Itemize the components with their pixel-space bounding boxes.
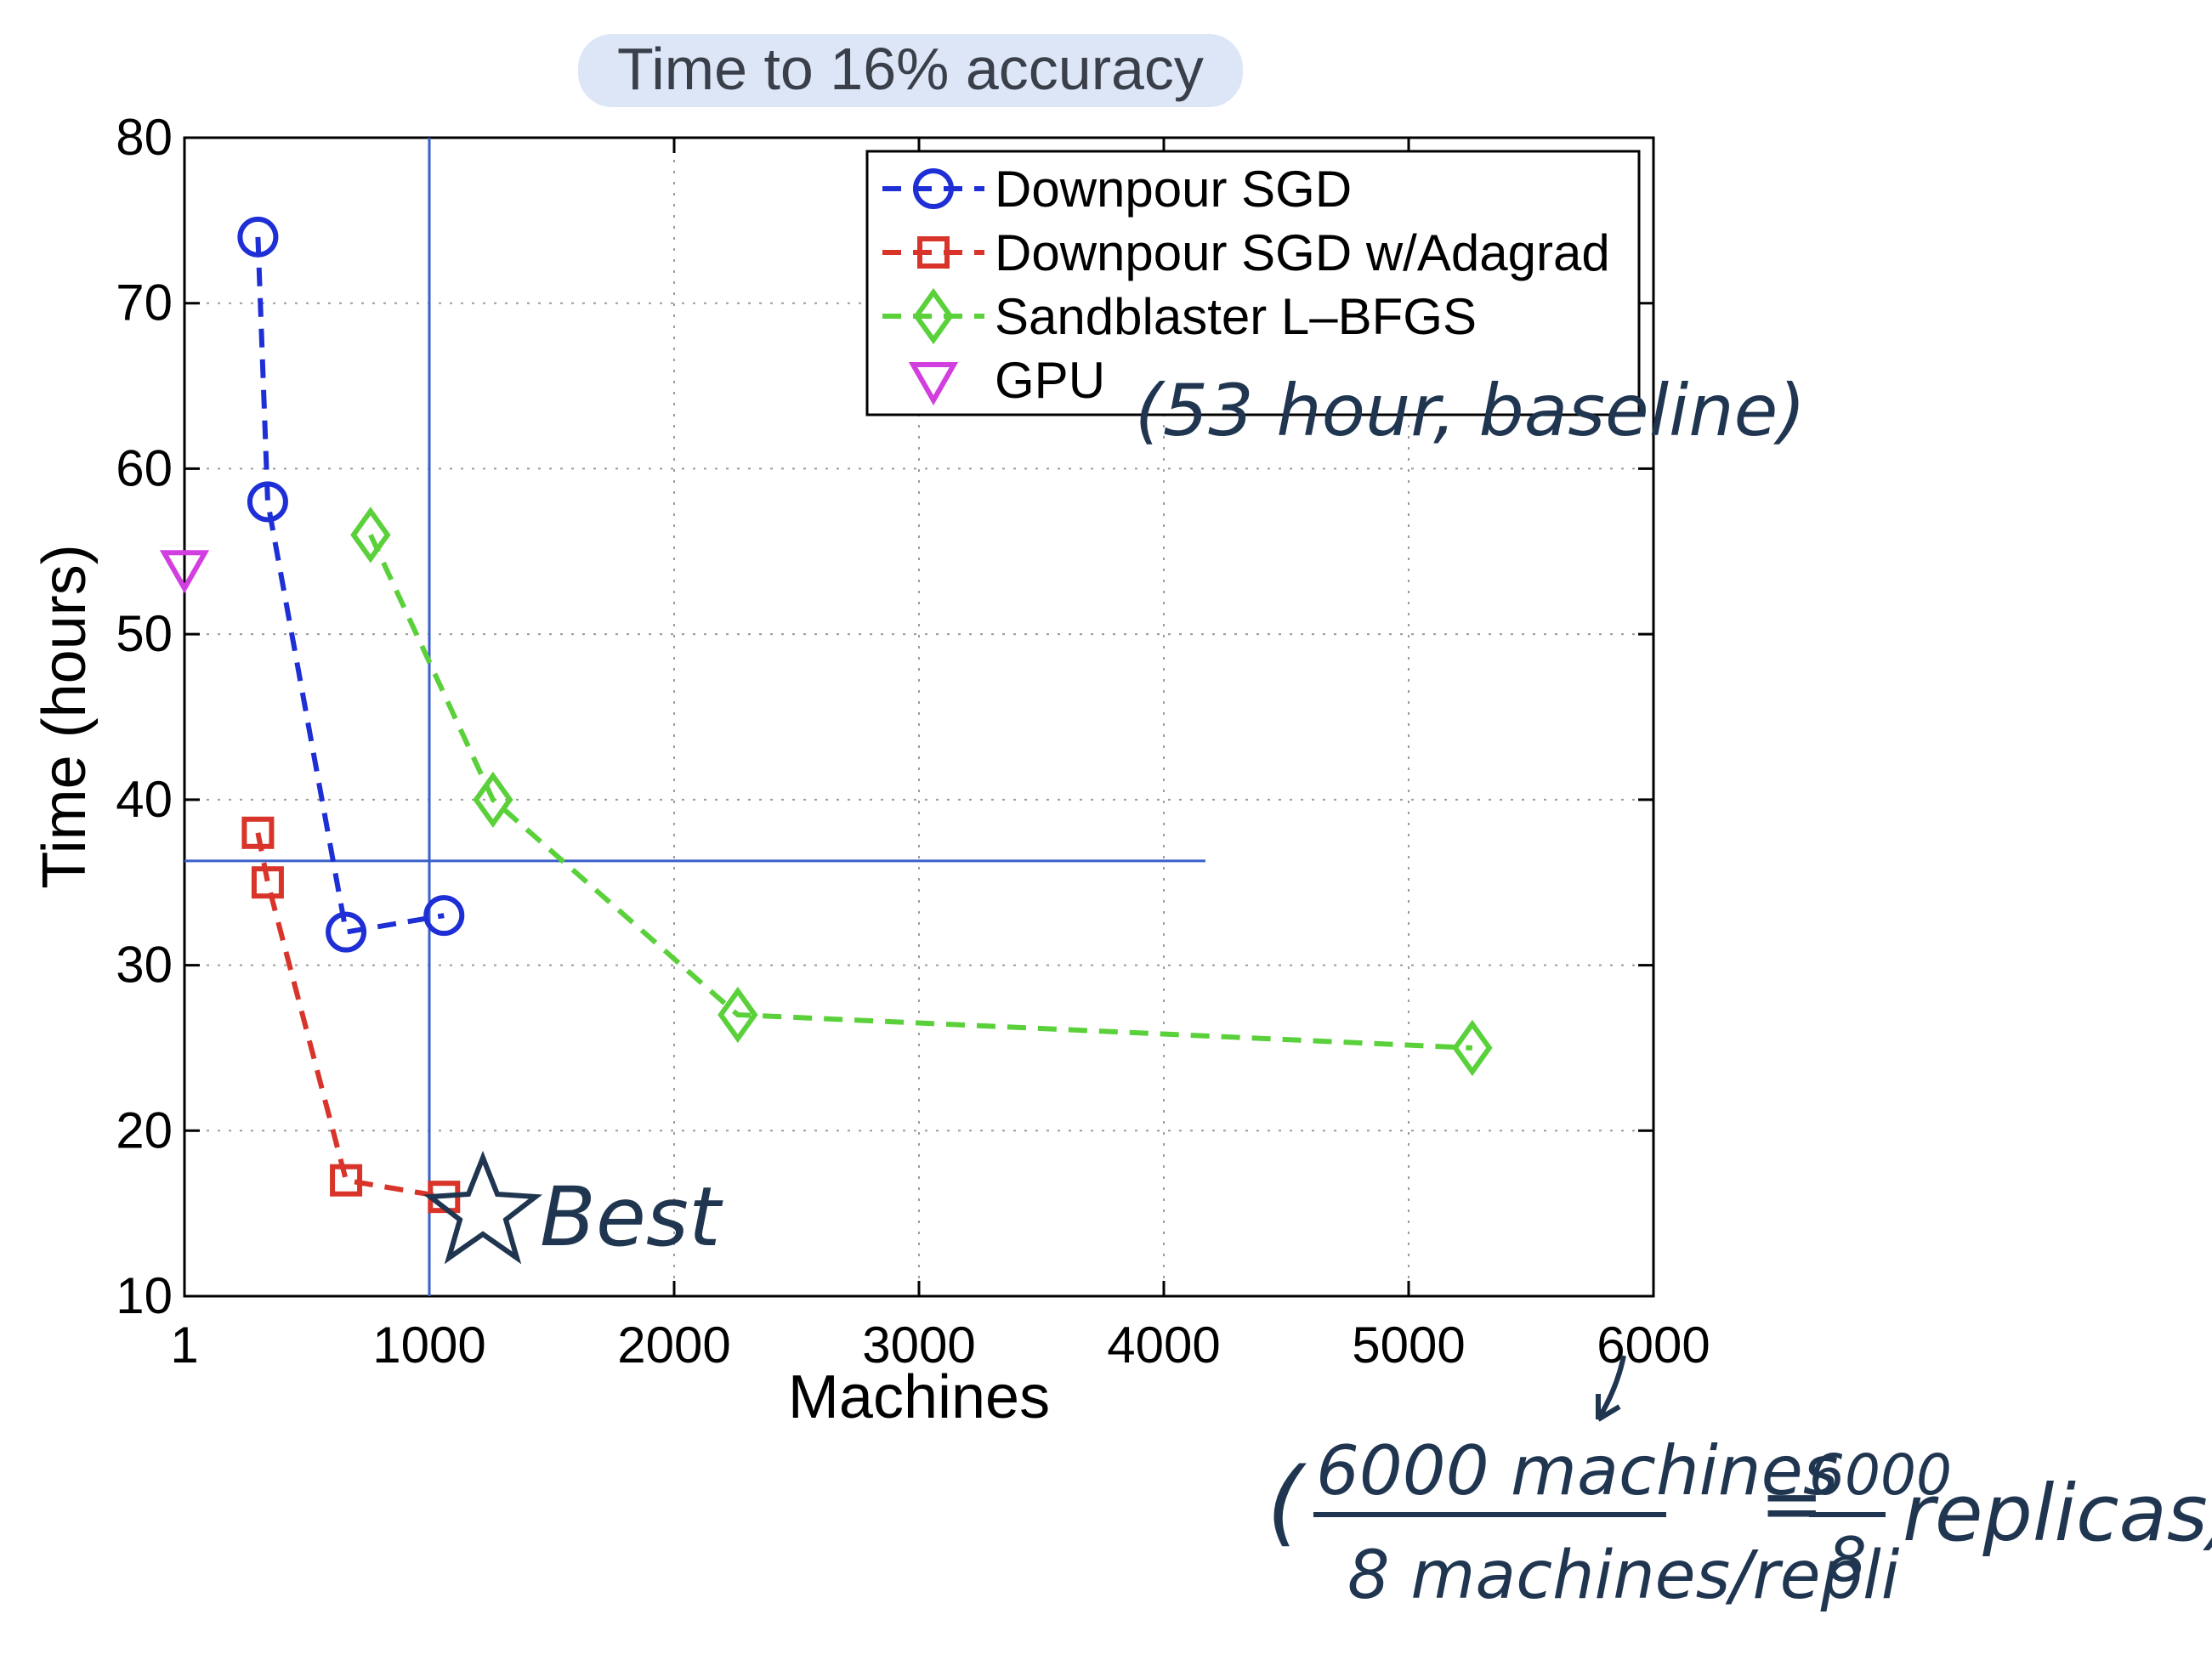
title-highlight	[578, 34, 1243, 107]
formula-denominator: 8 machines/repli	[1347, 1538, 1900, 1614]
star-icon	[423, 1150, 543, 1265]
axis-ticks: 10 20 30 40 50 60 70 80 1 1000 2000 3000 4000 5000 600…	[116, 109, 1710, 1374]
x-tick-label: 5000	[1352, 1317, 1465, 1374]
x-tick-label: 2000	[617, 1317, 730, 1374]
y-tick-label: 50	[116, 605, 173, 662]
legend-marker	[917, 236, 950, 269]
legend-label: Downpour SGD	[995, 161, 1352, 218]
x-tick-label: 3000	[862, 1317, 975, 1374]
data-point	[247, 481, 288, 523]
legend-box	[865, 150, 1641, 416]
series-line	[255, 236, 445, 936]
y-tick-label: 70	[116, 275, 173, 331]
y-axis-label: Time (hours)	[31, 544, 99, 888]
series-group	[159, 216, 1493, 1214]
best-note: Best	[540, 1170, 723, 1265]
y-tick-label: 20	[116, 1102, 173, 1158]
handwritten-annotations: (53 hour, baseline) Best ( 6000 machines…	[423, 369, 2212, 1614]
legend: Downpour SGD Downpour SGD w/Adagrad Sandbl…	[865, 150, 1641, 416]
y-tick-label: 40	[116, 771, 173, 828]
y-tick-label: 30	[116, 937, 173, 994]
arrow-icon	[1596, 1355, 1626, 1422]
y-tick-label: 80	[116, 109, 173, 166]
series-0	[237, 216, 465, 953]
legend-marker	[908, 362, 959, 406]
data-point	[251, 866, 284, 899]
legend-marker	[913, 168, 954, 209]
x-tick-label: 1000	[372, 1317, 485, 1374]
formula-result-label: replicas)	[1903, 1468, 2212, 1559]
data-point	[326, 911, 367, 953]
chart-title: Time to 16% accuracy	[617, 36, 1204, 102]
data-point	[241, 816, 275, 849]
data-point	[473, 771, 513, 829]
formula-result-denominator: 8	[1828, 1524, 1867, 1595]
series-line	[255, 832, 445, 1200]
reference-lines	[184, 138, 1205, 1296]
series-line	[368, 534, 1473, 1051]
legend-label: GPU	[995, 352, 1105, 409]
x-tick-label: 4000	[1107, 1317, 1220, 1374]
x-axis-label: Machines	[788, 1363, 1050, 1431]
data-point	[237, 216, 279, 258]
formula-result-numerator: 6000	[1809, 1442, 1952, 1508]
data-point	[717, 986, 758, 1044]
legend-label: Sandblaster L–BFGS	[995, 288, 1477, 345]
series-2	[350, 507, 1493, 1077]
x-tick-label: 1	[170, 1317, 198, 1374]
legend-marker	[913, 287, 954, 345]
data-point	[423, 895, 465, 937]
formula-open-paren: (	[1267, 1447, 1307, 1556]
formula-equals: =	[1760, 1459, 1823, 1549]
series-3	[159, 550, 210, 594]
y-tick-label: 10	[116, 1267, 173, 1324]
y-tick-label: 60	[116, 439, 173, 496]
gpu-baseline-note: (53 hour, baseline)	[1135, 369, 1806, 452]
legend-label: Downpour SGD w/Adagrad	[995, 224, 1610, 281]
data-point	[159, 550, 210, 594]
formula-numerator: 6000 machines	[1316, 1431, 1839, 1510]
data-point	[350, 507, 391, 564]
data-point	[1452, 1019, 1493, 1077]
x-tick-label: 6000	[1597, 1317, 1710, 1374]
data-point	[330, 1164, 363, 1197]
